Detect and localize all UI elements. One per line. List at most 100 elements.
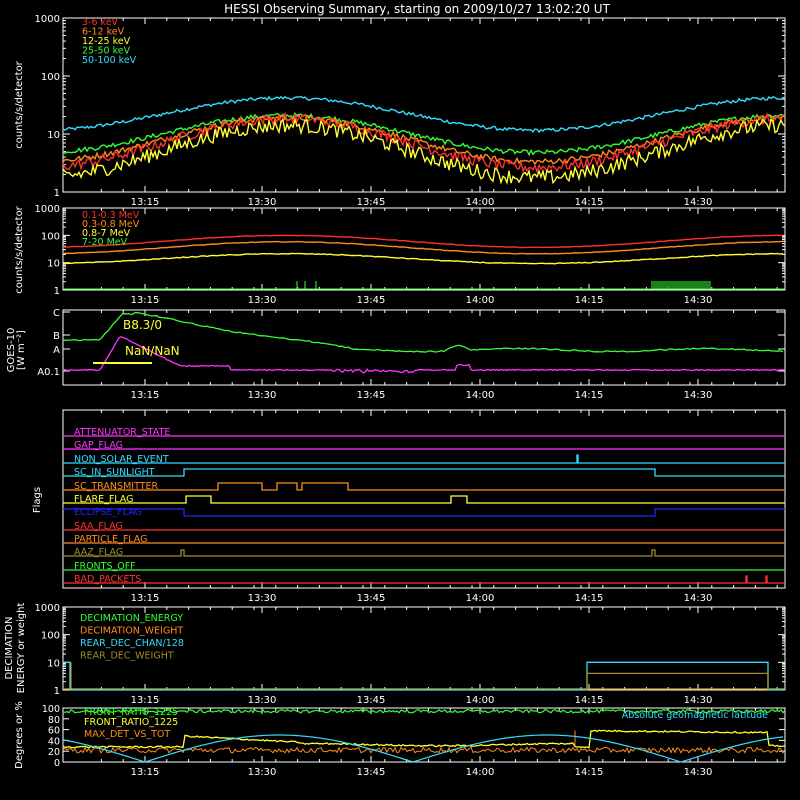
y-tick-label: 100 [41, 231, 60, 242]
y-tick-label: 20 [48, 747, 60, 758]
y-axis-label: ENERGY or weight [16, 603, 27, 694]
flag-line [63, 549, 785, 557]
x-tick-label: 14:30 [684, 767, 713, 778]
y-axis-label: GOES-10 [6, 328, 17, 373]
x-tick-label: 13:30 [248, 197, 277, 208]
legend-entry: REAR_DEC_CHAN/128 [80, 638, 184, 649]
flag-label: SC_IN_SUNLIGHT [74, 467, 155, 478]
flag-line [63, 495, 785, 504]
y-tick-label: 1 [54, 686, 60, 697]
flag-label: SC_TRANSMITTER [74, 481, 159, 492]
flag-label: FRONTS_OFF [74, 561, 136, 572]
x-tick-label: 13:15 [131, 593, 160, 604]
x-tick-label: 14:15 [575, 593, 604, 604]
x-tick-label: 13:45 [357, 767, 386, 778]
legend-entry: REAR_DEC_WEIGHT [80, 651, 174, 662]
flag-label: GAP_FLAG [74, 440, 123, 451]
panel-frame [62, 17, 786, 193]
x-tick-label: 13:45 [357, 197, 386, 208]
x-tick-label: 14:30 [684, 593, 713, 604]
y-tick-label: 100 [41, 631, 60, 642]
y-tick-label: 80 [48, 715, 60, 726]
legend-entry: 0.3-0.8 MeV [82, 219, 140, 230]
x-tick-label: 13:30 [248, 695, 277, 706]
panel-frame [62, 207, 786, 291]
x-tick-label: 13:30 [248, 390, 277, 401]
rate-series-line [62, 114, 786, 166]
legend-entry: 50-100 keV [82, 55, 137, 66]
x-tick-label: 14:30 [684, 390, 713, 401]
x-tick-label: 14:00 [466, 767, 495, 778]
rate-series-line [62, 111, 786, 174]
x-tick-label: 14:15 [575, 197, 604, 208]
y-tick-label: 10 [47, 259, 60, 270]
y-axis-label: Degrees or % [14, 701, 25, 769]
legend-entry: FRONT_RATIO_1225 [84, 717, 178, 728]
y-axis-label: Flags [32, 487, 43, 513]
rate-series-line [63, 234, 784, 249]
flag-label: ATTENUATOR_STATE [74, 427, 170, 438]
flag-label: ECLIPSE_FLAG [74, 507, 142, 518]
y-axis-label: [W m⁻²] [16, 330, 27, 370]
legend-entry: 0.8-7 MeV [82, 228, 131, 239]
x-tick-label: 13:45 [357, 295, 386, 306]
flag-line [63, 468, 785, 477]
flag-line [63, 482, 785, 491]
y-tick-label: 1 [54, 188, 60, 199]
flag-label: AAZ_FLAG [74, 547, 123, 558]
legend-entry: 7-20 MeV [82, 237, 128, 248]
x-tick-label: 14:00 [466, 593, 495, 604]
y-tick-label: 1000 [35, 14, 60, 25]
flag-label: SAA_FLAG [74, 521, 123, 532]
legend-entry: DECIMATION_WEIGHT [80, 626, 183, 637]
ratio-series-line [62, 708, 786, 714]
y-tick-label: 0 [54, 758, 60, 769]
x-tick-label: 13:15 [131, 295, 160, 306]
y-tick-label: C [53, 308, 60, 319]
rate-series-line [62, 117, 786, 186]
x-tick-label: 13:15 [131, 767, 160, 778]
y-tick-label: A0.1 [37, 367, 60, 378]
rate-series-line [63, 240, 783, 255]
chart-title: HESSI Observing Summary, starting on 200… [224, 2, 610, 16]
legend-entry: 25-50 keV [82, 46, 131, 57]
goes-long-line [62, 311, 784, 353]
x-tick-label: 14:00 [466, 197, 495, 208]
legend-entry: 12-25 keV [82, 36, 131, 47]
rate-series-line [62, 112, 786, 157]
y-axis-label: counts/s/detector [14, 60, 25, 148]
x-tick-label: 13:30 [248, 295, 277, 306]
flag-label: PARTICLE_FLAG [74, 534, 147, 545]
y-tick-label: 10 [47, 658, 60, 669]
y-axis-label: counts/s/detector [14, 205, 25, 293]
y-tick-label: 1 [54, 286, 60, 297]
x-tick-label: 13:15 [131, 390, 160, 401]
legend-entry: 6-12 keV [82, 27, 125, 38]
x-tick-label: 14:30 [684, 197, 713, 208]
x-tick-label: 14:00 [466, 295, 495, 306]
y-tick-label: 100 [42, 704, 60, 715]
x-tick-label: 14:15 [575, 767, 604, 778]
x-tick-label: 14:15 [575, 390, 604, 401]
flag-label: FLARE_FLAG [74, 494, 134, 505]
x-tick-label: 14:30 [684, 295, 713, 306]
flag-label: BAD_PACKETS [74, 574, 141, 585]
ratio-series-line [62, 729, 786, 749]
y-axis-label: DECIMATION [4, 616, 15, 679]
y-tick-label: 10 [47, 130, 60, 141]
x-tick-label: 13:15 [131, 197, 160, 208]
legend-entry: Absolute geomagnetic latitude [622, 710, 768, 721]
y-tick-label: A [53, 345, 60, 356]
x-tick-label: 13:45 [357, 593, 386, 604]
flag-line [63, 454, 785, 464]
panel-frame [62, 707, 786, 763]
x-tick-label: 14:30 [684, 695, 713, 706]
x-tick-label: 13:45 [357, 390, 386, 401]
rate-series-line [62, 95, 786, 134]
x-tick-label: 13:15 [131, 695, 160, 706]
legend-entry: FRONT_RATIO_1225 [84, 707, 178, 718]
x-tick-label: 13:45 [357, 695, 386, 706]
y-tick-label: 1000 [35, 204, 60, 215]
rate-series-line [62, 252, 784, 265]
